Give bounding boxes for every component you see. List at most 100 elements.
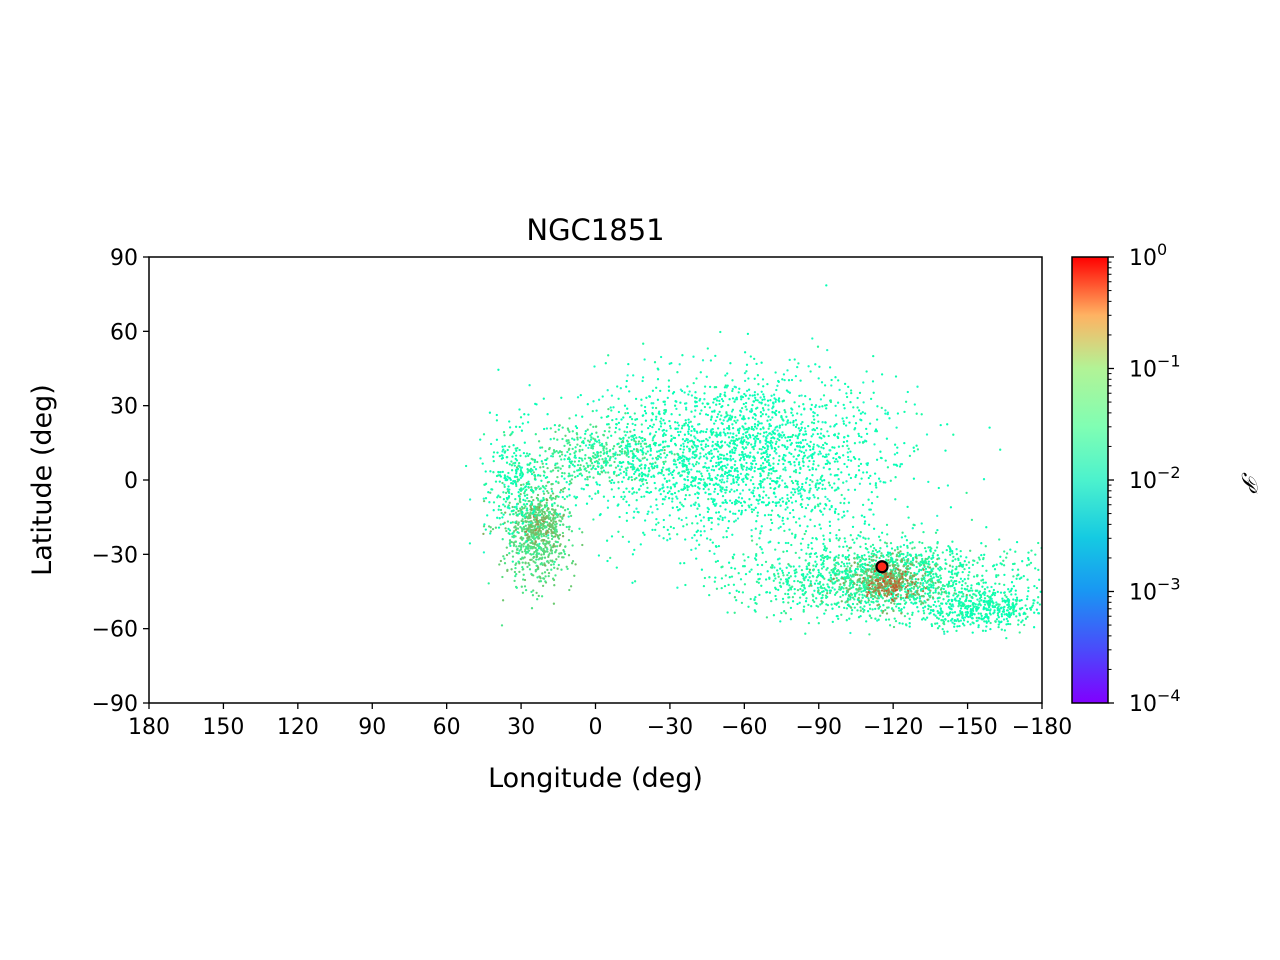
data-point [804, 430, 807, 433]
data-point [610, 409, 613, 412]
data-point [671, 473, 674, 477]
data-point [814, 505, 817, 508]
data-point [849, 581, 852, 585]
data-point [794, 533, 797, 537]
data-point [596, 483, 599, 486]
data-point [826, 459, 829, 462]
data-point [558, 519, 561, 522]
data-point [715, 447, 718, 451]
data-point [775, 598, 778, 601]
data-point [554, 520, 557, 523]
data-point [871, 543, 875, 547]
data-point [951, 576, 955, 579]
data-point [757, 383, 760, 386]
data-point [833, 593, 837, 596]
data-point [578, 527, 581, 530]
data-point [731, 533, 734, 536]
data-point [951, 583, 955, 587]
data-point [632, 455, 635, 458]
data-point [756, 424, 760, 427]
data-point [497, 508, 500, 511]
data-point [812, 445, 815, 449]
data-point [814, 468, 818, 471]
data-point [783, 444, 786, 447]
data-point [676, 430, 680, 434]
data-point [754, 435, 757, 438]
data-point [626, 407, 629, 410]
data-point [711, 444, 714, 447]
data-point [959, 549, 962, 553]
data-point [528, 525, 531, 528]
data-point [644, 478, 648, 482]
data-point [777, 541, 780, 545]
data-point [557, 469, 560, 472]
data-point [603, 445, 606, 448]
data-point [615, 417, 618, 421]
data-point [517, 552, 520, 555]
data-point [489, 532, 492, 535]
data-point [741, 468, 744, 471]
data-point [856, 406, 859, 409]
data-point [827, 434, 830, 438]
data-point [808, 491, 811, 494]
data-point [633, 412, 636, 415]
data-point [705, 466, 708, 470]
data-point [689, 434, 693, 437]
data-point [819, 572, 822, 576]
data-point [763, 446, 766, 450]
data-point [737, 509, 741, 512]
data-point [524, 524, 527, 527]
data-point [760, 584, 763, 587]
data-point [681, 470, 684, 473]
data-point [635, 476, 638, 480]
data-point [720, 460, 723, 464]
data-point [863, 412, 867, 415]
data-point [540, 499, 543, 502]
data-point [809, 448, 812, 452]
data-point [791, 481, 795, 485]
data-point [710, 468, 713, 472]
data-point [959, 561, 962, 565]
data-point [688, 457, 691, 460]
data-point [513, 579, 516, 583]
data-point [668, 514, 671, 517]
data-point [568, 443, 572, 447]
data-point [715, 511, 718, 514]
data-point [829, 550, 832, 554]
data-point [685, 466, 688, 469]
data-point [888, 417, 891, 420]
data-point [571, 560, 575, 563]
data-point [900, 536, 904, 539]
data-point [529, 505, 532, 509]
data-point [558, 455, 562, 458]
data-point [820, 479, 824, 482]
data-point [795, 441, 798, 444]
data-point [734, 476, 738, 479]
data-point [728, 451, 732, 454]
data-point [804, 590, 807, 594]
data-point [703, 392, 706, 395]
data-point [767, 445, 770, 448]
data-point [595, 481, 598, 484]
data-point [613, 460, 616, 464]
data-point [695, 404, 699, 408]
data-point [851, 538, 854, 541]
data-point [537, 558, 540, 561]
data-point [826, 566, 829, 570]
data-point [816, 605, 820, 608]
data-point [676, 586, 679, 589]
data-point [526, 463, 529, 466]
data-point [519, 466, 523, 470]
data-point [820, 428, 823, 431]
data-point [951, 572, 954, 576]
data-point [662, 537, 665, 540]
data-point [543, 564, 547, 567]
data-point [586, 475, 589, 479]
data-point [861, 607, 864, 610]
data-point [554, 466, 557, 470]
data-point [778, 411, 781, 414]
data-point [789, 421, 792, 424]
data-point [714, 560, 718, 563]
data-point [675, 505, 679, 509]
data-point [815, 555, 819, 558]
